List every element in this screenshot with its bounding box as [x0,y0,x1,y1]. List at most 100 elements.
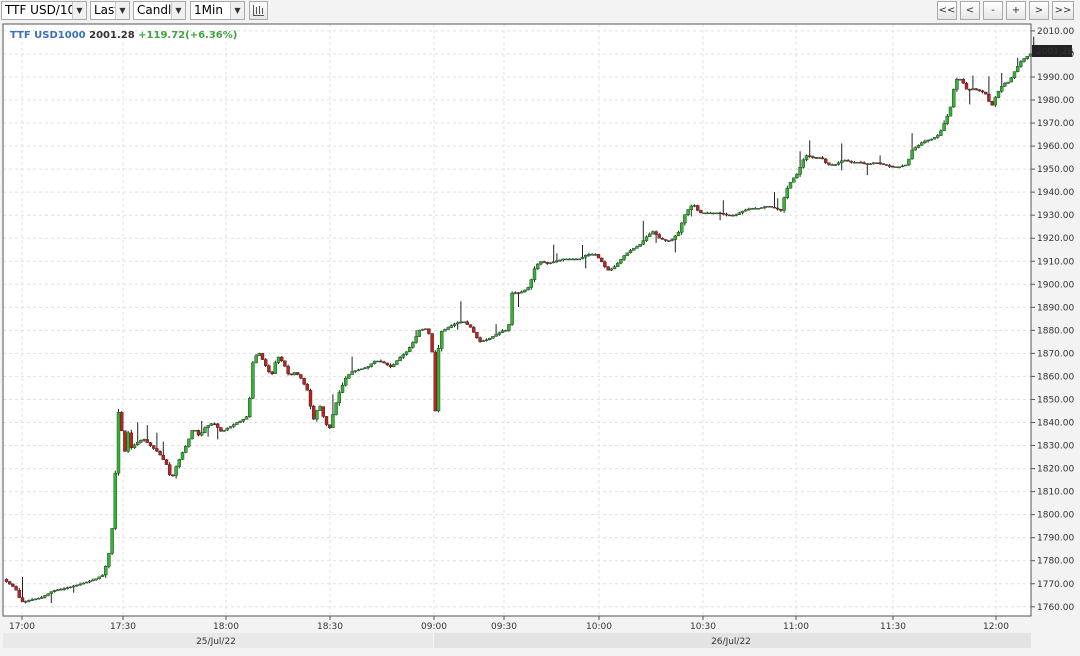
candle-body [401,354,405,358]
candle-body [731,214,735,217]
candle-body [187,438,191,447]
y-tick-label: 2010.00 [1037,27,1074,37]
y-tick-label: 1960.00 [1037,142,1074,152]
nav-next-button[interactable]: > [1029,1,1049,20]
dropdown-arrow-icon: ▼ [230,2,244,19]
candle-body [456,322,460,325]
candle-body [459,321,463,324]
candle-body [1012,71,1017,78]
y-tick-label: 1850.00 [1037,395,1074,405]
candle-body [532,268,537,280]
candle-body [814,157,818,159]
candle-body [312,406,316,420]
candle-body [199,432,204,436]
candle-body [516,292,521,294]
candle-body [520,291,524,294]
candle-body [715,212,719,215]
candle-body [30,599,34,601]
candle-body [574,258,578,261]
price-chart[interactable]: 2010.002000.001990.001980.001970.001960.… [0,22,1080,652]
x-tick-label: 18:00 [213,622,239,632]
candle-body [1006,81,1010,84]
candle-body [145,439,150,443]
date-label: 26/Jul/22 [711,637,751,647]
candle-body [71,585,76,588]
price-type-select[interactable]: Last ▼ [90,1,130,20]
candle-body [62,588,66,590]
candle-body [484,339,489,342]
x-tick-label: 09:30 [491,622,517,632]
candle-body [561,258,565,261]
candle-body [340,384,345,393]
candle-body [180,452,185,460]
candle-body [587,254,591,256]
candle-body [468,324,473,328]
y-tick-label: 1920.00 [1037,234,1074,244]
candle-body [968,89,972,91]
candle-body [619,259,623,264]
x-tick-label: 11:00 [783,622,809,632]
candle-body [545,262,549,264]
candle-body [408,347,412,352]
candle-body [270,371,274,374]
candle-body [801,159,805,168]
candle-body [481,340,485,342]
candle-body [331,414,335,428]
candle-body [555,260,559,263]
candle-body [78,583,82,586]
candle-body [100,574,105,578]
candle-body [280,356,284,361]
interval-select[interactable]: 1Min ▼ [190,1,245,20]
y-tick-label: 1830.00 [1037,442,1074,452]
candle-body [347,374,351,379]
candle-body [123,430,127,452]
candle-body [824,158,828,163]
candle-body [475,332,479,338]
y-tick-label: 1910.00 [1037,257,1074,267]
candle-body [526,287,530,291]
candle-body [398,357,402,361]
y-tick-label: 1990.00 [1037,73,1074,83]
candle-body [382,361,386,364]
candle-body [984,91,988,95]
zoom-in-button[interactable]: + [1006,1,1026,20]
candle-body [203,427,207,433]
candle-body [680,222,684,233]
instrument-select[interactable]: TTF USD/100 ▼ [1,1,87,20]
candle-body [500,330,505,333]
candle-body [990,101,994,106]
candle-body [596,254,601,259]
candle-body [97,576,102,579]
grid-lines [3,24,1031,616]
candle-body [11,583,15,587]
candle-body [449,325,453,328]
candle-body [808,155,812,157]
candle-body [875,162,879,164]
zoom-out-button[interactable]: - [983,1,1003,20]
nav-last-button[interactable]: >> [1052,1,1074,20]
candle-body [190,430,194,440]
candle-body [155,448,159,452]
indicators-button[interactable] [249,1,268,20]
x-tick-label: 10:30 [690,622,716,632]
candle-body [868,163,873,165]
chart-type-select[interactable]: Candle ▼ [133,1,186,20]
candle-body [91,579,95,582]
date-band-2 [434,633,1031,648]
candle-body [264,359,268,366]
nav-prev-button[interactable]: < [960,1,980,20]
candle-body [395,360,399,365]
candle-body [792,177,796,183]
candle-body [164,459,169,465]
y-tick-label: 1810.00 [1037,488,1074,498]
instrument-name: TTF USD1000 [10,30,86,41]
candle-body [158,451,162,456]
candle-body [958,79,962,81]
nav-first-button[interactable]: << [937,1,957,20]
candle-body [235,422,239,425]
candle-body [206,425,210,428]
date-label: 25/Jul/22 [196,637,236,647]
candle-body [600,257,604,263]
candle-body [299,374,303,379]
candle-body [878,162,882,164]
